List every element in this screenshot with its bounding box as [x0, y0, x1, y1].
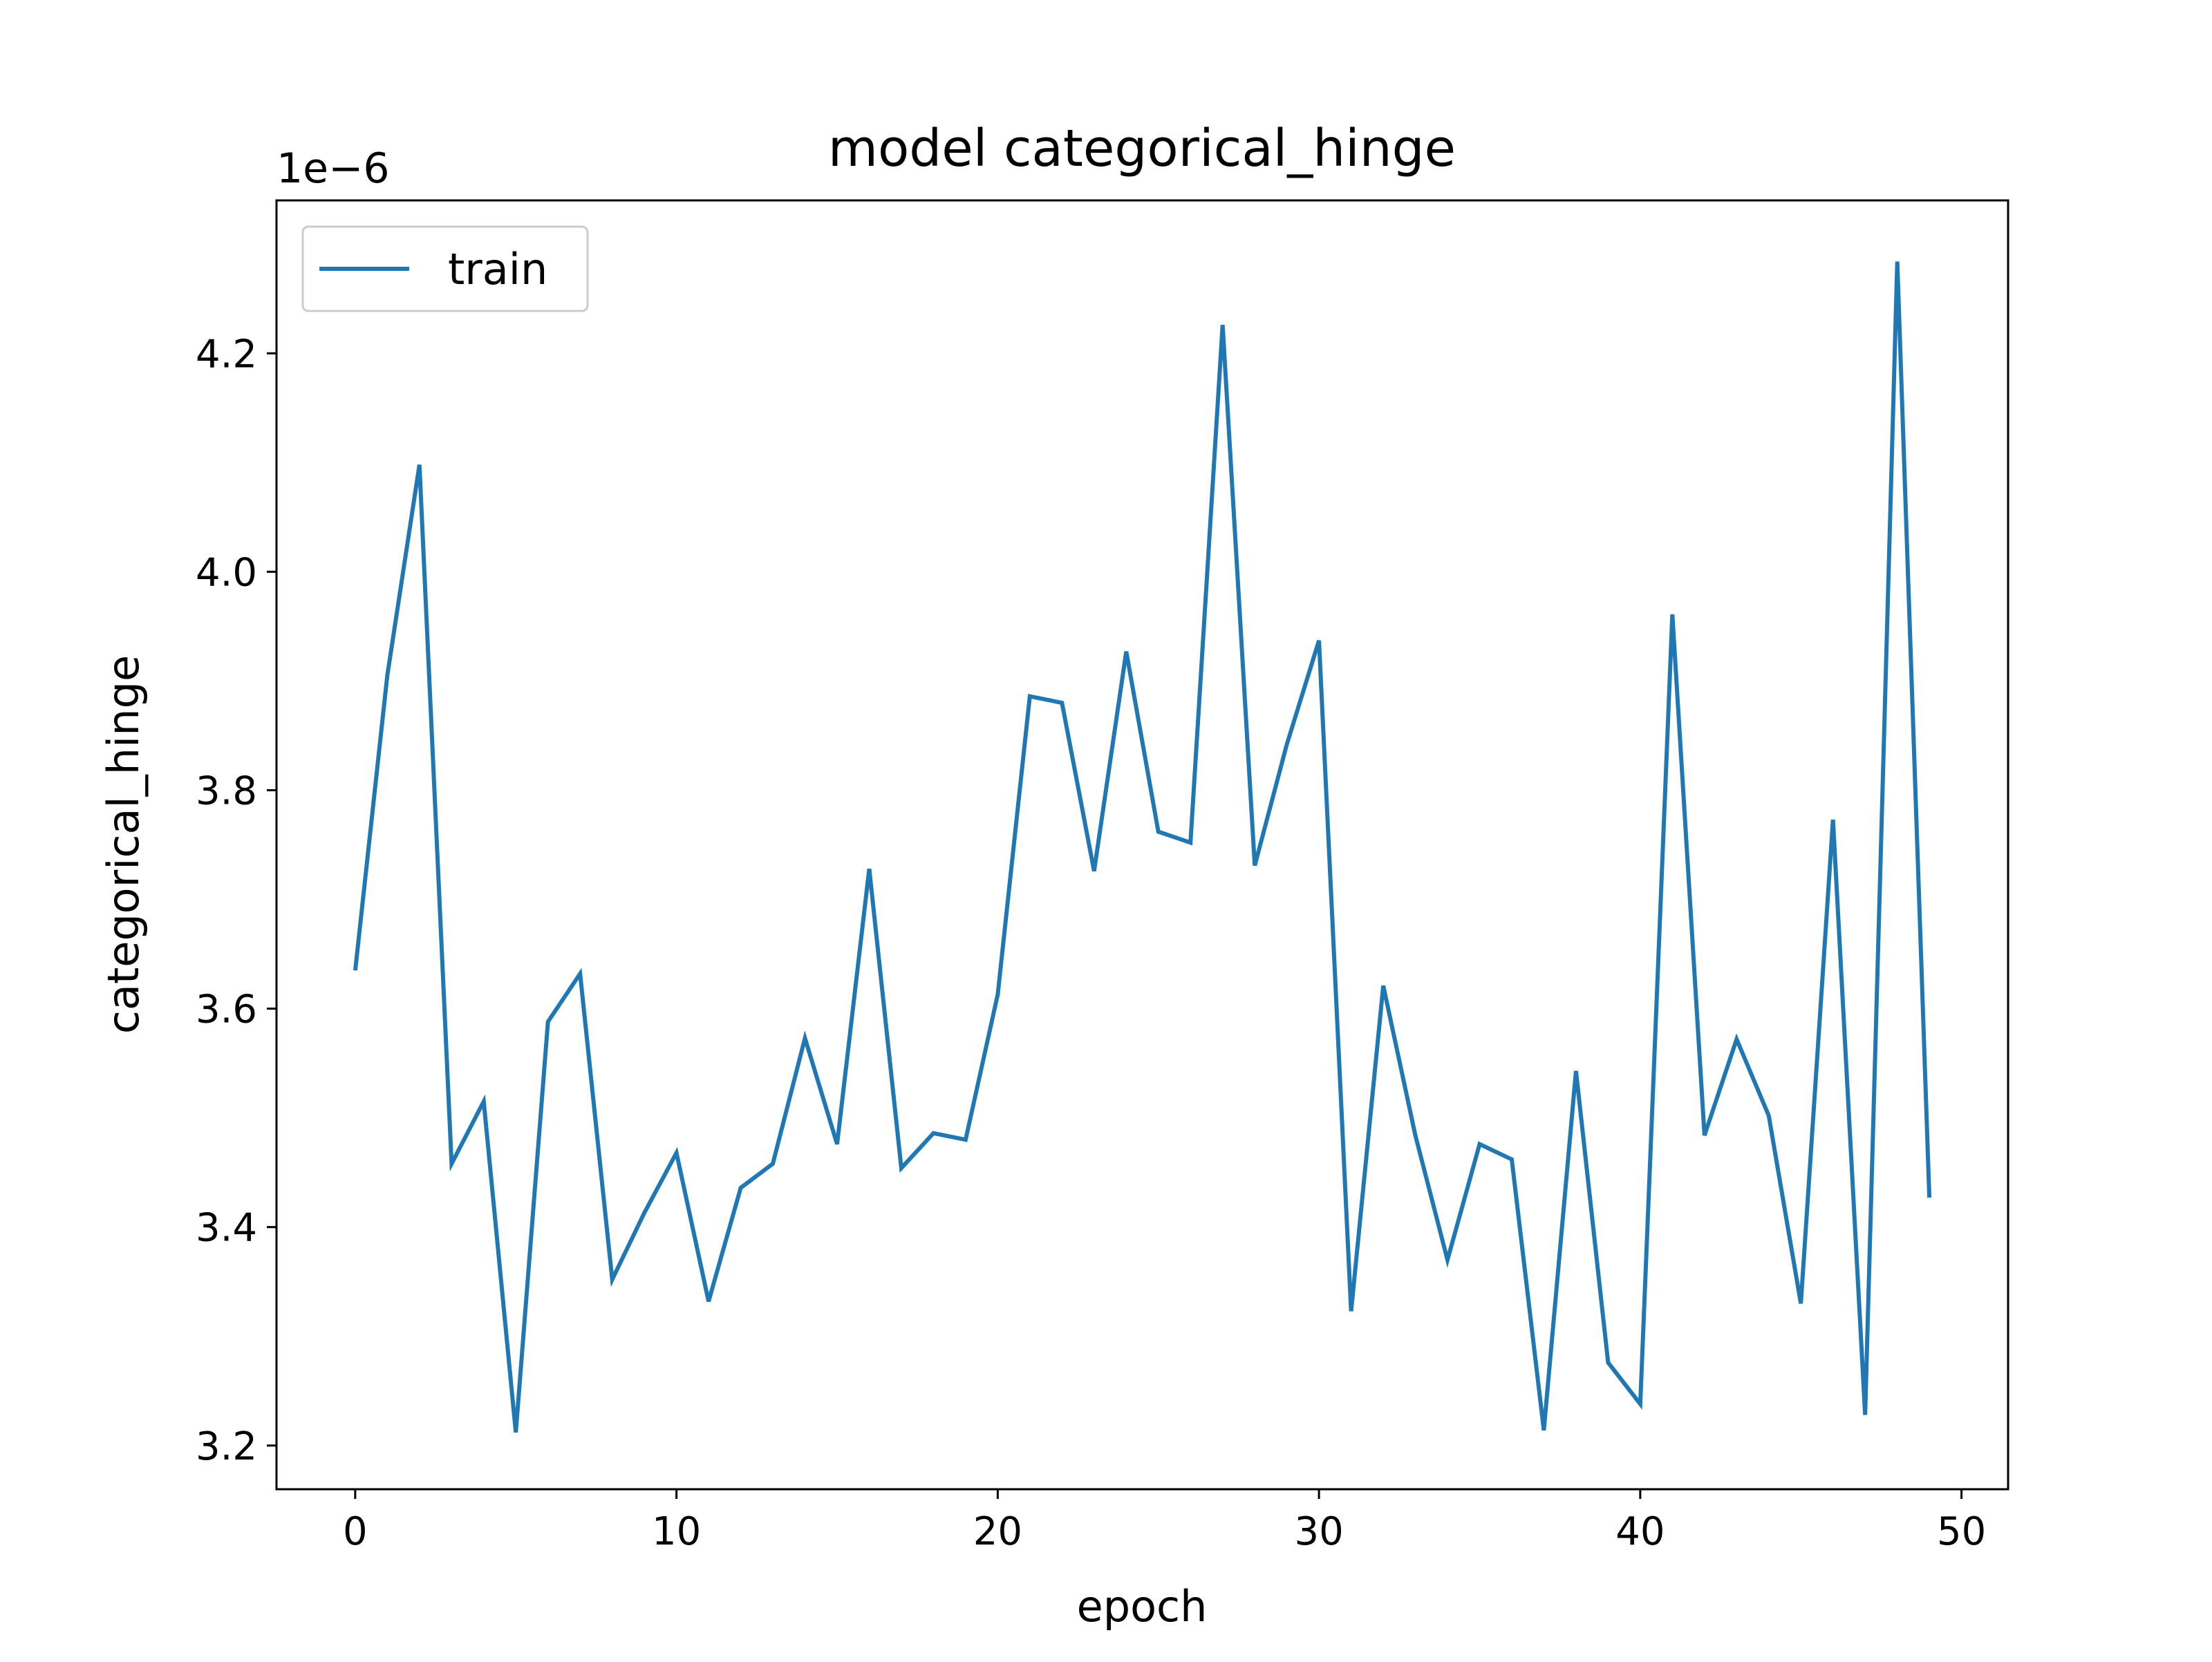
x-tick-label: 30 [1294, 1509, 1343, 1554]
y-axis-label: categorical_hinge [98, 655, 149, 1034]
x-tick-label: 10 [652, 1509, 701, 1554]
x-tick-label: 50 [1937, 1509, 1986, 1554]
x-tick-label: 40 [1615, 1509, 1665, 1554]
legend-entry: train [448, 244, 547, 294]
y-tick-label: 4.2 [196, 332, 257, 377]
y-tick-label: 3.2 [196, 1424, 257, 1469]
legend-box [301, 225, 589, 312]
y-tick-label: 3.8 [196, 768, 257, 813]
y-tick-label: 3.4 [196, 1206, 257, 1251]
chart-title: model categorical_hinge [828, 119, 1456, 178]
x-tick-label: 0 [343, 1509, 368, 1554]
y-tick-label: 4.0 [196, 550, 257, 595]
series-line-train [353, 261, 1932, 1433]
y-tick-label: 3.6 [196, 988, 257, 1032]
x-tick-label: 20 [973, 1509, 1022, 1554]
plot-frame [275, 199, 2009, 1491]
y-axis-offset-label: 1e−6 [276, 144, 390, 193]
x-axis-label: epoch [1077, 1581, 1208, 1632]
